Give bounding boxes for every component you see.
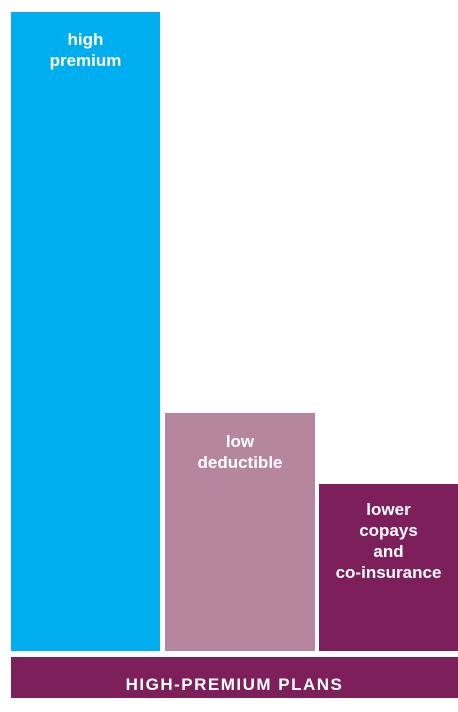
footer-title-band: HIGH-PREMIUM PLANS <box>11 657 458 698</box>
copays-bar: lower copays and co-insurance <box>319 484 458 651</box>
deductible-bar: low deductible <box>165 413 315 651</box>
premium-bar: high premium <box>11 12 160 651</box>
copays-bar-label: lower copays and co-insurance <box>335 500 442 582</box>
deductible-bar-label: low deductible <box>197 432 283 472</box>
premium-bar-label: high premium <box>49 30 122 70</box>
